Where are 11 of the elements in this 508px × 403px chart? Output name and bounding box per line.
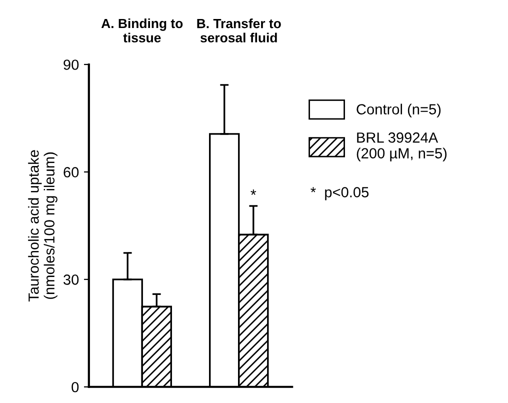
x-tick-label: A. Binding to tissue (101, 18, 183, 42)
y-tick-label: 0 (72, 382, 79, 392)
text: * p<0.05 (310, 187, 369, 200)
legend-label: Control (n=5) (356, 104, 441, 118)
y-axis-title: Taurocholic acid uptake (nmoles/100 mg ileum) (28, 150, 58, 302)
y-tick-label: 30 (64, 274, 79, 285)
y-tick-label: 60 (64, 167, 79, 178)
x-tick-label: B. Transfer to serosal fluid (197, 18, 281, 42)
legend-label: BRL 39924A (200 µM, n=5) (356, 132, 447, 162)
annotation: * (250, 190, 256, 195)
y-tick-label: 90 (64, 60, 79, 70)
